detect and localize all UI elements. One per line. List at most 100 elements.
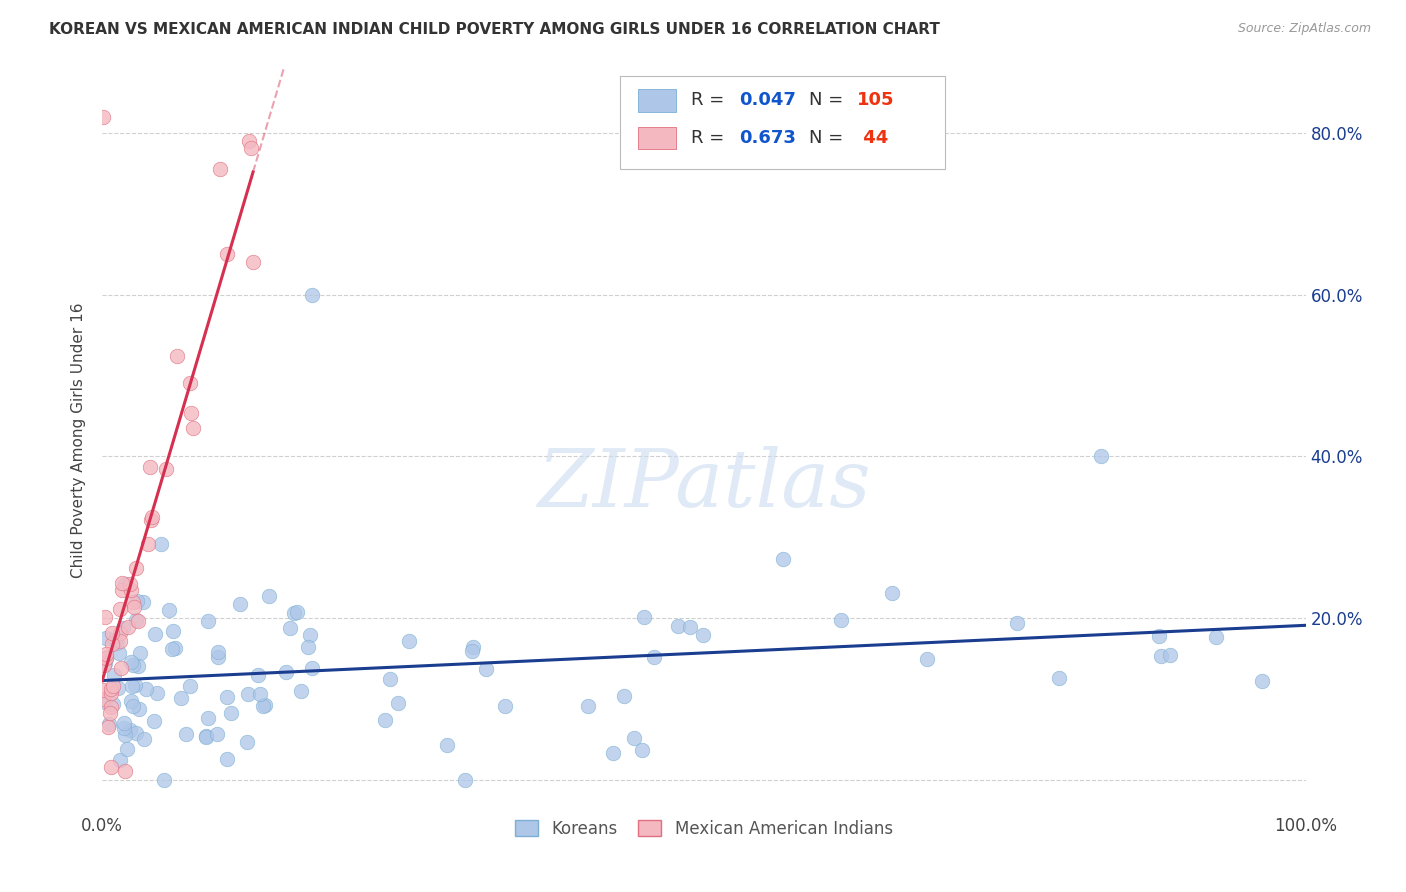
Point xyxy=(494,698,516,713)
Point xyxy=(127,615,149,629)
Point xyxy=(93,695,115,709)
Point xyxy=(124,678,146,692)
Point xyxy=(136,537,159,551)
Point xyxy=(155,462,177,476)
Point xyxy=(110,753,132,767)
Point xyxy=(238,688,260,702)
Point xyxy=(461,644,484,658)
Point xyxy=(107,681,129,695)
Point xyxy=(180,407,202,421)
Point xyxy=(125,594,148,608)
Point xyxy=(125,613,148,627)
Text: N =: N = xyxy=(808,128,849,146)
Point xyxy=(301,661,323,675)
Point xyxy=(679,620,702,634)
Point xyxy=(1150,648,1173,663)
Point xyxy=(692,628,714,642)
Point xyxy=(98,706,121,720)
Point xyxy=(602,746,624,760)
Point xyxy=(121,595,143,609)
FancyBboxPatch shape xyxy=(638,127,676,149)
Point xyxy=(162,624,184,638)
Point xyxy=(215,690,238,704)
Point xyxy=(285,606,308,620)
Point xyxy=(94,651,117,665)
Point xyxy=(139,459,162,474)
Point xyxy=(882,585,904,599)
Point xyxy=(129,646,152,660)
Point xyxy=(1047,671,1070,685)
Point xyxy=(100,699,122,714)
Point xyxy=(114,728,136,742)
Point xyxy=(97,720,120,734)
Point xyxy=(118,577,141,591)
Point xyxy=(103,697,125,711)
Point xyxy=(576,698,599,713)
Point xyxy=(121,698,143,713)
Point xyxy=(145,627,167,641)
Point xyxy=(103,667,125,681)
Point xyxy=(1159,648,1181,663)
Point xyxy=(160,641,183,656)
Point xyxy=(125,560,148,574)
Point xyxy=(454,772,477,787)
Point xyxy=(107,646,129,660)
Point xyxy=(122,600,145,615)
Point xyxy=(128,701,150,715)
Text: 44: 44 xyxy=(856,128,889,146)
Point xyxy=(197,711,219,725)
Point xyxy=(153,772,176,787)
Point xyxy=(613,689,636,703)
Point xyxy=(217,752,239,766)
Point xyxy=(118,723,141,737)
Point xyxy=(174,727,197,741)
Point xyxy=(197,614,219,628)
Point xyxy=(299,628,322,642)
Point xyxy=(374,713,396,727)
Text: Source: ZipAtlas.com: Source: ZipAtlas.com xyxy=(1237,22,1371,36)
Point xyxy=(93,683,115,698)
Point xyxy=(830,613,852,627)
Point xyxy=(98,717,121,731)
Point xyxy=(94,631,117,645)
Point xyxy=(238,134,260,148)
Point xyxy=(94,651,117,665)
Point xyxy=(1090,450,1112,464)
Point xyxy=(207,650,229,665)
Point xyxy=(772,552,794,566)
Text: N =: N = xyxy=(808,92,849,110)
Point xyxy=(235,734,257,748)
Point xyxy=(242,254,264,268)
Text: R =: R = xyxy=(690,92,730,110)
Point xyxy=(111,583,134,598)
Text: 0.047: 0.047 xyxy=(738,92,796,110)
Point xyxy=(301,287,323,301)
Point xyxy=(114,764,136,779)
Point xyxy=(1005,616,1028,631)
Point xyxy=(169,691,191,706)
Point xyxy=(103,680,125,694)
Point xyxy=(104,632,127,647)
Point xyxy=(194,730,217,744)
Point xyxy=(179,679,201,693)
Point xyxy=(157,603,180,617)
Point xyxy=(398,634,420,648)
Point xyxy=(290,683,312,698)
Point xyxy=(643,650,665,665)
Point xyxy=(101,626,124,640)
Point xyxy=(207,645,229,659)
Point xyxy=(249,686,271,700)
Point xyxy=(257,589,280,603)
Point xyxy=(108,634,131,648)
Point xyxy=(283,606,305,620)
Point xyxy=(94,610,117,624)
Point xyxy=(121,679,143,693)
Point xyxy=(122,657,145,672)
Point xyxy=(142,714,165,729)
Point xyxy=(631,743,654,757)
Point xyxy=(132,731,155,746)
Point xyxy=(436,738,458,752)
Point xyxy=(463,640,485,654)
Point xyxy=(1147,629,1170,643)
Point xyxy=(110,602,132,616)
